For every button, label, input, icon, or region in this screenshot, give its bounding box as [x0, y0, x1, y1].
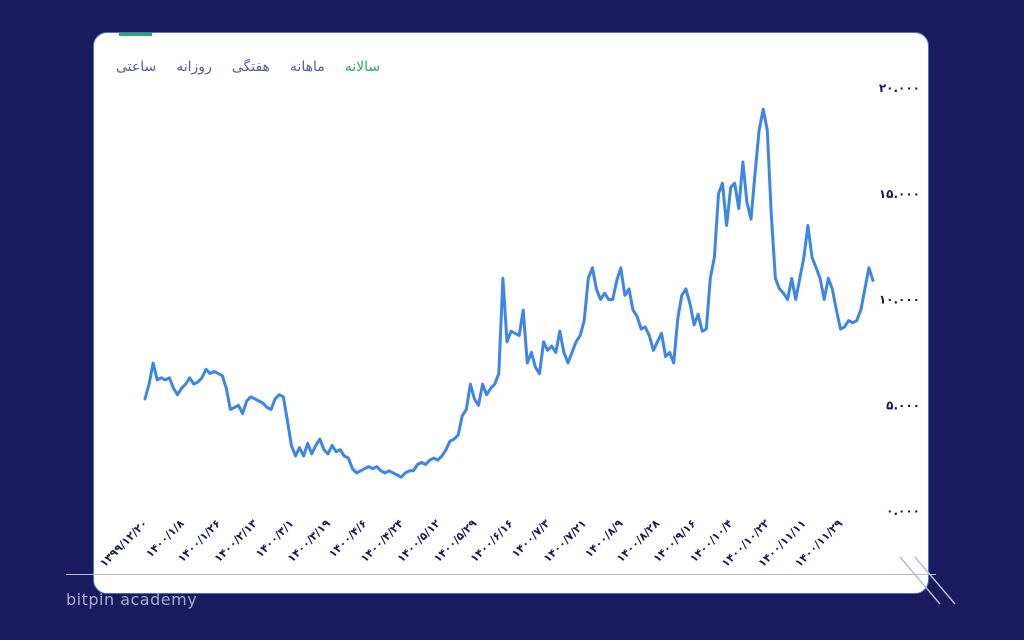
active-tab-indicator	[119, 33, 152, 36]
timeframe-tabs: ساعتی روزانه هفتگی ماهانه سالانه	[116, 59, 380, 75]
tab-hourly[interactable]: ساعتی	[116, 59, 157, 75]
y-tick-label: ۰.۰۰۰	[886, 504, 920, 518]
tab-daily[interactable]: روزانه	[176, 59, 212, 75]
y-tick-label: ۲۰.۰۰۰	[879, 81, 920, 95]
y-tick-label: ۱۰.۰۰۰	[879, 293, 920, 307]
watermark-text: bitpin academy	[66, 590, 198, 609]
tab-yearly[interactable]: سالانه	[344, 59, 381, 75]
tab-monthly[interactable]: ماهانه	[289, 59, 325, 75]
y-tick-label: ۵.۰۰۰	[886, 398, 920, 412]
x-tick-label: ۱۳۹۹/۱۲/۲۰	[97, 517, 150, 570]
divider-line	[66, 574, 936, 575]
price-series-line	[143, 107, 875, 479]
tab-weekly[interactable]: هفتگی	[231, 59, 270, 75]
chart-card: ساعتی روزانه هفتگی ماهانه سالانه	[93, 32, 929, 594]
decorative-slashes-icon	[899, 556, 956, 605]
y-tick-label: ۱۵.۰۰۰	[879, 187, 920, 201]
